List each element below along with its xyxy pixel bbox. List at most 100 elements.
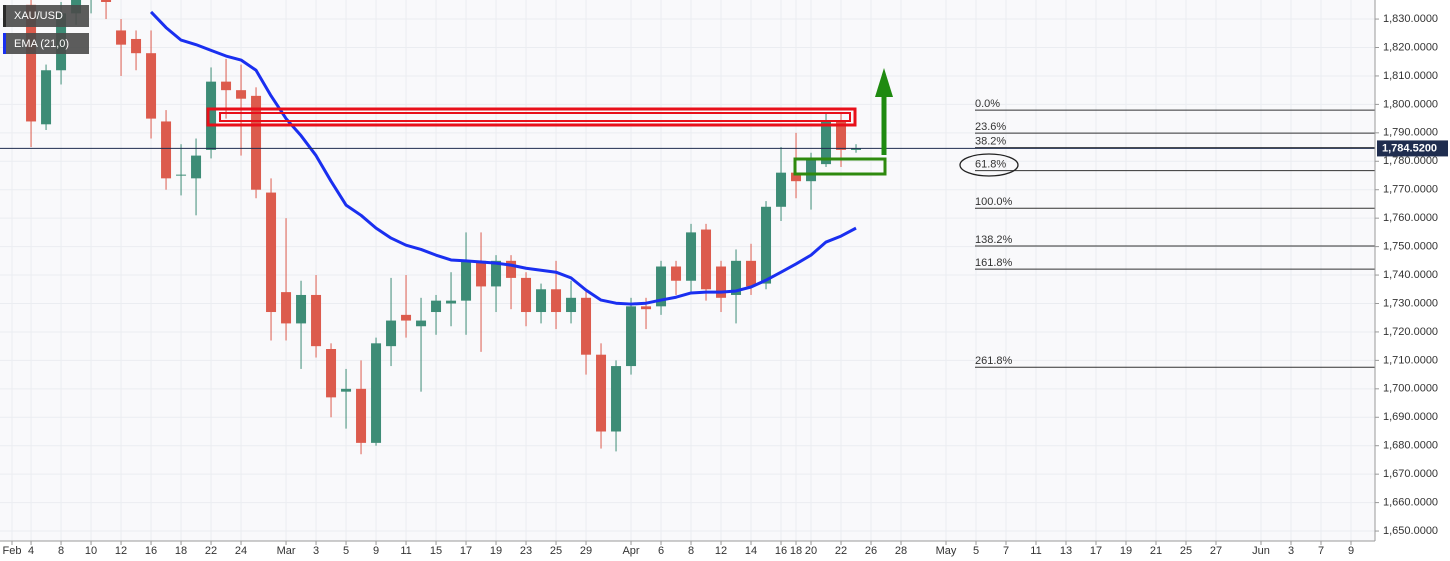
x-tick-label: Mar [277, 545, 296, 557]
x-tick-label: 12 [715, 545, 727, 557]
candle-body [551, 289, 562, 313]
x-tick-label: 14 [745, 545, 757, 557]
candle-body [116, 30, 127, 45]
candle-body [281, 292, 292, 324]
x-tick-label: 25 [1180, 545, 1192, 557]
y-tick-label: 1,690.0000 [1383, 411, 1438, 423]
candle-body [731, 260, 742, 295]
last-price-label: 1,784.5200 [1382, 142, 1437, 154]
candle-body [476, 260, 487, 287]
candle-body [446, 300, 457, 304]
fib-label: 100.0% [975, 196, 1013, 208]
y-tick-label: 1,730.0000 [1383, 297, 1438, 309]
candle-body [491, 260, 502, 287]
candle-body [806, 158, 817, 182]
x-tick-label: 18 [175, 545, 187, 557]
x-tick-label: 7 [1003, 545, 1009, 557]
candle-body [761, 206, 772, 284]
candle-body [461, 260, 472, 301]
x-tick-label: 22 [835, 545, 847, 557]
x-tick-label: 19 [490, 545, 502, 557]
y-tick-label: 1,810.0000 [1383, 70, 1438, 82]
x-tick-label: 5 [343, 545, 349, 557]
y-tick-label: 1,780.0000 [1383, 155, 1438, 167]
y-tick-label: 1,720.0000 [1383, 326, 1438, 338]
candle-body [656, 266, 667, 307]
candle-body [701, 229, 712, 290]
candle-body [356, 388, 367, 443]
candle-body [206, 81, 217, 150]
x-tick-label: 3 [1288, 545, 1294, 557]
candle-body [851, 148, 862, 150]
candle-body [311, 294, 322, 347]
x-tick-label: May [936, 545, 957, 557]
arrow-head [875, 68, 893, 97]
candle-body [371, 343, 382, 443]
candle-body [536, 289, 547, 313]
fib-label: 23.6% [975, 121, 1006, 133]
fib-label: 61.8% [975, 159, 1006, 171]
candle-body [686, 232, 697, 281]
candle-body [821, 121, 832, 165]
candle-body [191, 155, 202, 179]
y-tick-label: 1,670.0000 [1383, 468, 1438, 480]
x-tick-label: Jun [1252, 545, 1270, 557]
candle-body [716, 266, 727, 298]
candle-body [161, 121, 172, 179]
x-tick-label: 3 [313, 545, 319, 557]
candle-body [746, 260, 757, 287]
y-tick-label: 1,760.0000 [1383, 212, 1438, 224]
y-tick-label: 1,650.0000 [1383, 525, 1438, 537]
x-tick-label: 8 [688, 545, 694, 557]
x-tick-label: 22 [205, 545, 217, 557]
support-zone [793, 157, 887, 176]
x-tick-label: 11 [1030, 545, 1041, 557]
y-tick-label: 1,820.0000 [1383, 41, 1438, 53]
x-tick-label: 20 [805, 545, 817, 557]
last-price-box [1377, 140, 1448, 157]
candle-body [266, 192, 277, 313]
x-tick-label: 9 [1348, 545, 1354, 557]
legend: XAU/USD EMA (21,0) [3, 5, 89, 54]
candle-body [101, 0, 112, 2]
x-tick-label: Feb [3, 545, 22, 557]
ema-box [3, 33, 89, 54]
x-tick-label: 21 [1150, 545, 1162, 557]
x-tick-label: 9 [373, 545, 379, 557]
y-tick-label: 1,790.0000 [1383, 127, 1438, 139]
candle-body [671, 266, 682, 281]
resistance-zone [206, 107, 857, 127]
x-tick-label: 11 [400, 545, 411, 557]
resistance-zone-inner [219, 112, 851, 122]
x-tick-label: 17 [460, 545, 472, 557]
fib-circle [959, 153, 1019, 177]
x-tick-label: 15 [430, 545, 442, 557]
candle-body [341, 388, 352, 392]
candle-body [596, 354, 607, 432]
x-tick-label: 26 [865, 545, 877, 557]
y-tick-label: 1,800.0000 [1383, 98, 1438, 110]
candle-body [236, 90, 247, 99]
candle-body [131, 38, 142, 54]
candle-body [581, 297, 592, 355]
candle-body [506, 260, 517, 278]
x-tick-label: Apr [622, 545, 639, 557]
y-tick-label: 1,680.0000 [1383, 440, 1438, 452]
symbol-box [3, 5, 89, 27]
x-tick-label: 12 [115, 545, 127, 557]
x-tick-label: 29 [580, 545, 592, 557]
x-tick-label: 13 [1060, 545, 1072, 557]
symbol-marker [3, 5, 6, 27]
fib-label: 261.8% [975, 355, 1013, 367]
x-tick-label: 23 [520, 545, 532, 557]
x-tick-label: 7 [1318, 545, 1324, 557]
candle-body [836, 121, 847, 150]
x-tick-label: 4 [28, 545, 34, 557]
candle-body [296, 294, 307, 324]
fib-label: 138.2% [975, 234, 1013, 246]
x-tick-label: 25 [550, 545, 562, 557]
candle-body [326, 349, 337, 398]
x-tick-label: 10 [85, 545, 97, 557]
y-tick-label: 1,660.0000 [1383, 497, 1438, 509]
